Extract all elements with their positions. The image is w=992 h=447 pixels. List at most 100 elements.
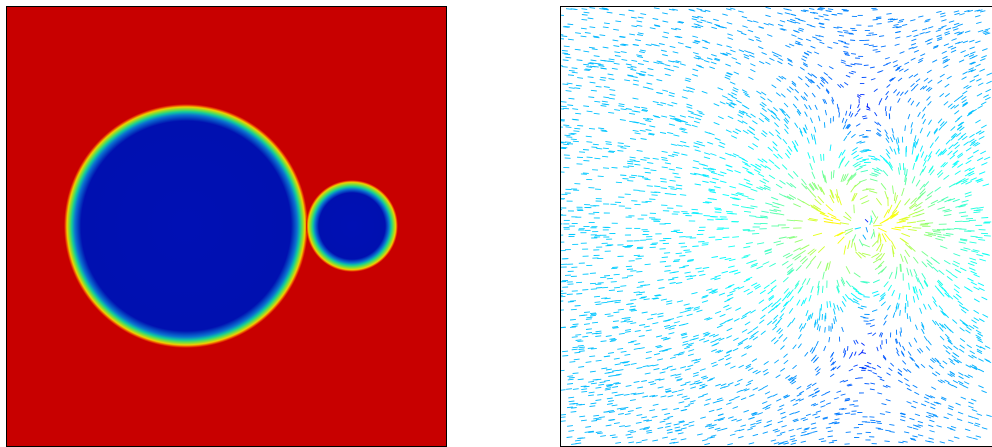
- velocity-vector: [779, 431, 786, 434]
- velocity-vector: [653, 24, 660, 27]
- velocity-vector: [619, 44, 626, 47]
- velocity-vector: [812, 204, 822, 211]
- velocity-vector: [728, 258, 736, 262]
- velocity-vector: [750, 113, 756, 118]
- velocity-vector: [876, 23, 882, 25]
- velocity-vector: [702, 331, 709, 335]
- velocity-vector: [560, 126, 563, 128]
- velocity-vector: [693, 23, 700, 26]
- velocity-vector: [586, 110, 593, 113]
- velocity-vector: [884, 190, 889, 200]
- velocity-vector: [840, 61, 846, 64]
- velocity-vector: [945, 233, 954, 235]
- velocity-vector: [689, 382, 696, 386]
- velocity-vector: [714, 211, 722, 213]
- velocity-vector: [816, 368, 821, 373]
- velocity-vector: [810, 422, 817, 425]
- velocity-vector: [673, 65, 679, 68]
- velocity-vector: [801, 258, 809, 265]
- velocity-vector: [712, 364, 718, 368]
- velocity-vector: [968, 167, 976, 172]
- velocity-vector: [882, 158, 889, 164]
- velocity-vector: [758, 117, 765, 123]
- velocity-vector: [640, 284, 647, 287]
- velocity-vector: [825, 89, 830, 95]
- velocity-vector: [820, 79, 826, 84]
- velocity-vector: [640, 49, 646, 52]
- velocity-vector: [958, 375, 964, 380]
- velocity-vector: [563, 143, 570, 146]
- velocity-vector: [656, 60, 663, 63]
- velocity-vector: [642, 86, 649, 89]
- velocity-vector: [972, 324, 979, 329]
- velocity-vector: [562, 52, 569, 55]
- velocity-vector: [725, 285, 732, 289]
- velocity-vector: [691, 124, 698, 128]
- velocity-vector: [762, 431, 769, 434]
- velocity-vector: [838, 407, 845, 410]
- velocity-vector: [806, 315, 810, 322]
- velocity-vector: [773, 208, 782, 212]
- velocity-vector: [638, 291, 645, 294]
- velocity-vector: [680, 438, 687, 441]
- velocity-vector: [613, 382, 620, 384]
- velocity-vector: [719, 313, 726, 318]
- velocity-vector: [827, 46, 833, 49]
- velocity-vector: [869, 178, 878, 182]
- velocity-vector: [823, 14, 829, 16]
- velocity-vector: [873, 224, 883, 227]
- velocity-vector: [586, 141, 593, 143]
- velocity-vector: [566, 436, 573, 438]
- velocity-vector: [644, 372, 651, 375]
- velocity-vector: [601, 297, 608, 299]
- velocity-vector: [977, 82, 984, 86]
- velocity-vector: [762, 406, 768, 410]
- velocity-vector: [848, 354, 852, 359]
- velocity-vector: [829, 144, 832, 151]
- velocity-vector: [850, 292, 857, 298]
- velocity-vector: [664, 270, 671, 272]
- velocity-vector: [688, 342, 695, 346]
- velocity-vector: [595, 418, 602, 421]
- velocity-vector: [639, 427, 646, 430]
- velocity-vector: [660, 178, 667, 180]
- velocity-vector: [846, 123, 851, 129]
- velocity-vector: [744, 50, 750, 54]
- velocity-vector: [791, 80, 797, 85]
- velocity-vector: [942, 55, 948, 60]
- velocity-vector: [827, 8, 834, 11]
- velocity-vector: [788, 269, 795, 275]
- velocity-vector: [818, 325, 821, 332]
- velocity-vector: [836, 365, 841, 370]
- velocity-vector: [684, 405, 691, 408]
- velocity-vector: [561, 50, 568, 52]
- velocity-vector: [909, 269, 913, 277]
- velocity-vector: [629, 33, 635, 36]
- velocity-vector: [624, 353, 631, 356]
- velocity-vector: [886, 153, 891, 159]
- velocity-vector: [747, 197, 755, 201]
- velocity-vector: [783, 102, 789, 108]
- velocity-vector: [854, 163, 861, 168]
- velocity-vector: [936, 10, 942, 14]
- velocity-vector: [560, 119, 565, 121]
- velocity-vector: [684, 271, 691, 274]
- velocity-vector: [581, 314, 588, 316]
- velocity-vector: [831, 99, 834, 105]
- velocity-vector: [592, 35, 599, 38]
- velocity-vector: [653, 368, 660, 371]
- velocity-vector: [975, 209, 983, 212]
- velocity-vector: [652, 157, 659, 160]
- velocity-vector: [749, 54, 755, 58]
- velocity-vector: [923, 154, 928, 162]
- velocity-vector: [780, 411, 786, 415]
- velocity-vector: [732, 153, 740, 157]
- velocity-vector: [983, 31, 989, 35]
- velocity-vector: [762, 385, 769, 389]
- velocity-vector: [939, 245, 948, 249]
- velocity-vector: [627, 410, 634, 413]
- velocity-vector: [761, 306, 768, 312]
- velocity-vector: [974, 422, 981, 426]
- velocity-vector: [814, 415, 821, 419]
- velocity-vector: [574, 305, 581, 307]
